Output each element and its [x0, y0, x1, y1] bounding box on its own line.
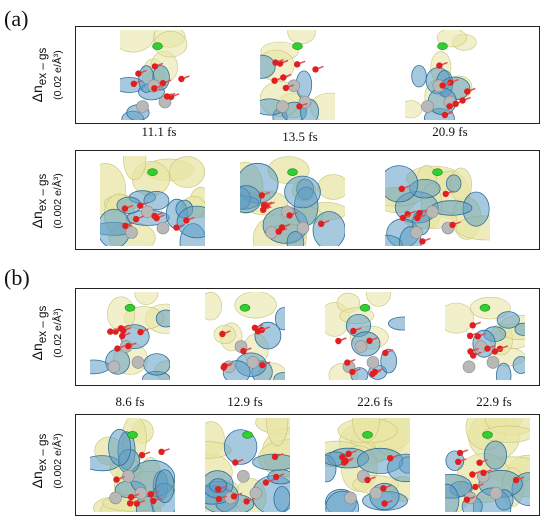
time-label-b-1: 8.6 fs: [115, 394, 145, 409]
time-label-a-2: 13.5 fs: [282, 129, 318, 144]
time-label-a-1: 11.1 fs: [141, 124, 177, 139]
time-label-b-2: 12.9 fs: [227, 394, 263, 409]
snapshot-b-row1-4: [445, 296, 525, 380]
snapshot-b-row2-4: [445, 418, 530, 512]
snapshot-b-row2-1: [90, 418, 175, 512]
snapshot-a-row1-3: [405, 30, 477, 120]
snapshot-a-row2-3: [385, 165, 490, 246]
snapshot-a-row1-1: [120, 30, 190, 120]
ylabel-a-bottom: Δnex – gs (0.002 e/Å³): [29, 173, 64, 229]
snapshot-b-row1-1: [90, 292, 170, 380]
snapshot-b-row2-2: [205, 418, 290, 512]
ylabel-b-top: Δnex – gs (0.02 e/Å³): [29, 305, 64, 361]
time-label-b-3: 22.6 fs: [357, 394, 393, 409]
snapshot-a-row2-2: [240, 156, 345, 246]
snapshot-b-row2-3: [325, 418, 410, 512]
time-label-a-3: 20.9 fs: [432, 124, 468, 139]
time-label-b-4: 22.9 fs: [476, 394, 512, 409]
panel-label-b: (b): [4, 265, 30, 290]
snapshot-a-row2-1: [100, 156, 205, 246]
ylabel-b-bottom: Δnex – gs (0.002 e/Å³): [29, 433, 64, 489]
snapshot-b-row1-2: [205, 292, 285, 380]
snapshot-b-row1-3: [325, 292, 405, 380]
ylabel-a-top: Δnex – gs (0.02 e/Å³): [29, 47, 64, 103]
panel-label-a: (a): [4, 6, 29, 31]
snapshot-a-row1-2: [260, 30, 335, 120]
